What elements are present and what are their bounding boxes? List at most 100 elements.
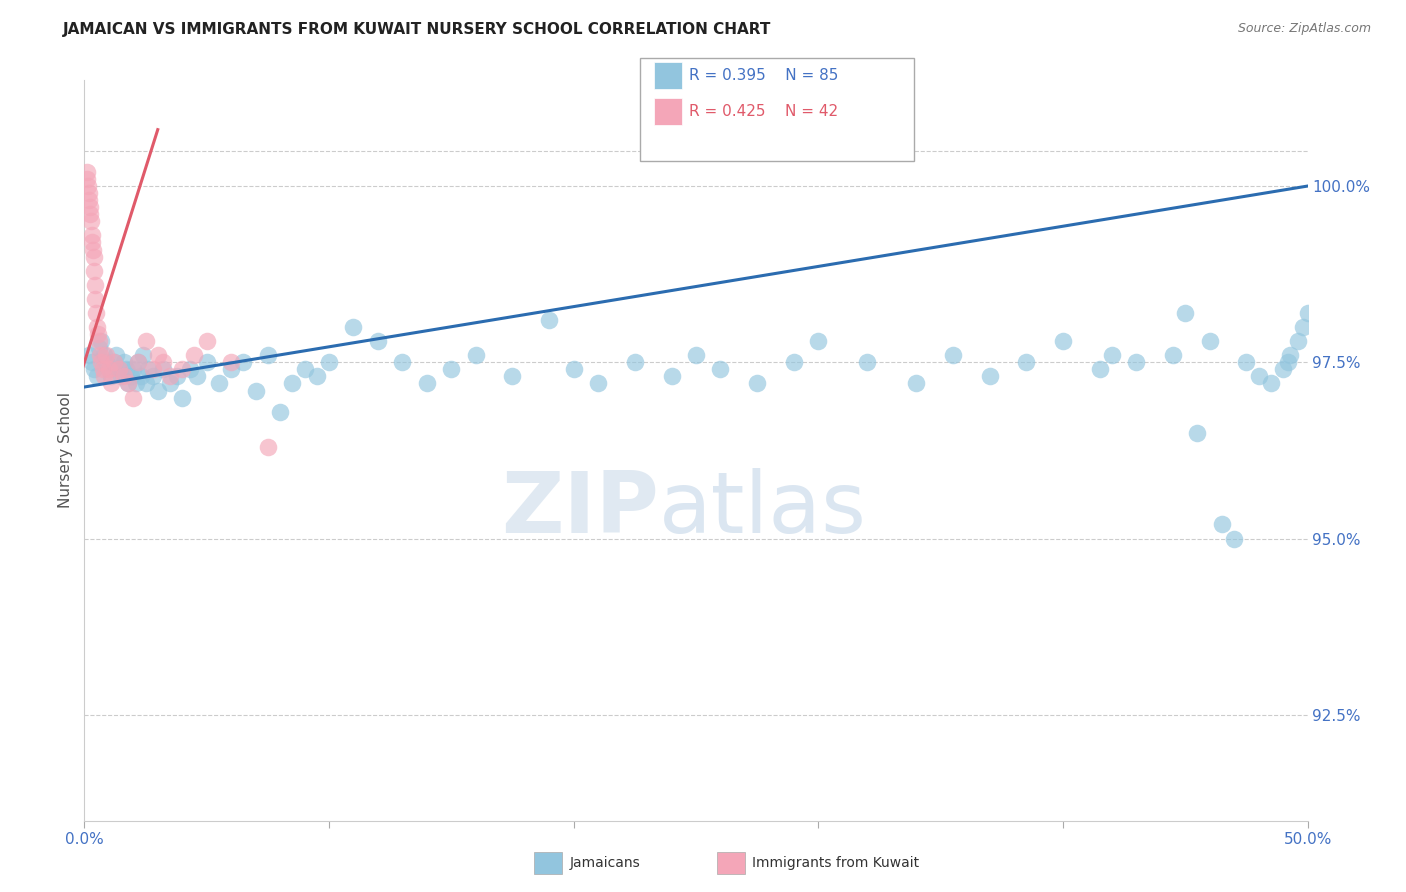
- Point: [172, 391, 194, 405]
- Point: [1101, 348, 1123, 362]
- Point: [77, 179, 100, 194]
- Text: Immigrants from Kuwait: Immigrants from Kuwait: [752, 856, 920, 871]
- Point: [127, 355, 149, 369]
- Point: [90, 355, 112, 369]
- Text: atlas: atlas: [659, 468, 868, 551]
- Point: [294, 362, 316, 376]
- Point: [82, 243, 104, 257]
- Point: [166, 369, 188, 384]
- Point: [195, 355, 218, 369]
- Point: [112, 355, 135, 369]
- Point: [135, 334, 157, 348]
- Point: [1015, 355, 1038, 369]
- Point: [117, 376, 139, 391]
- Point: [586, 376, 609, 391]
- Point: [96, 348, 118, 362]
- Point: [416, 376, 439, 391]
- Point: [83, 263, 105, 277]
- Point: [1277, 355, 1299, 369]
- Point: [80, 355, 103, 369]
- Point: [84, 292, 107, 306]
- Point: [1223, 532, 1246, 546]
- Point: [83, 362, 105, 376]
- Point: [87, 341, 110, 355]
- Point: [80, 214, 103, 228]
- Point: [1296, 306, 1319, 320]
- Point: [159, 376, 181, 391]
- Point: [82, 235, 104, 250]
- Point: [1286, 334, 1309, 348]
- Point: [135, 376, 157, 391]
- Point: [107, 362, 129, 376]
- Text: ZIP: ZIP: [502, 468, 659, 551]
- Point: [146, 348, 169, 362]
- Point: [562, 362, 585, 376]
- Point: [152, 362, 174, 376]
- Point: [367, 334, 389, 348]
- Point: [245, 384, 267, 398]
- Point: [1292, 320, 1315, 334]
- Point: [146, 384, 169, 398]
- Point: [120, 369, 142, 384]
- Point: [172, 362, 194, 376]
- Point: [257, 348, 280, 362]
- Point: [1247, 369, 1270, 384]
- Point: [269, 405, 291, 419]
- Point: [257, 440, 280, 454]
- Point: [179, 362, 201, 376]
- Point: [117, 376, 139, 391]
- Point: [100, 376, 122, 391]
- Point: [318, 355, 340, 369]
- Point: [1052, 334, 1074, 348]
- Point: [93, 348, 115, 362]
- Point: [685, 348, 707, 362]
- Point: [115, 362, 138, 376]
- Point: [807, 334, 830, 348]
- Point: [1125, 355, 1147, 369]
- Point: [856, 355, 879, 369]
- Point: [87, 327, 110, 342]
- Point: [87, 334, 110, 348]
- Point: [624, 355, 647, 369]
- Point: [86, 369, 108, 384]
- Point: [183, 348, 205, 362]
- Point: [122, 362, 145, 376]
- Point: [1279, 348, 1302, 362]
- Point: [152, 355, 174, 369]
- Point: [86, 320, 108, 334]
- Point: [84, 306, 107, 320]
- Point: [110, 369, 132, 384]
- Point: [942, 348, 965, 362]
- Point: [125, 376, 148, 391]
- Point: [219, 355, 242, 369]
- Point: [979, 369, 1001, 384]
- Point: [159, 369, 181, 384]
- Point: [100, 369, 122, 384]
- Point: [77, 193, 100, 207]
- Point: [77, 186, 100, 200]
- Point: [142, 369, 165, 384]
- Point: [195, 334, 218, 348]
- Point: [1088, 362, 1111, 376]
- Point: [281, 376, 304, 391]
- Point: [136, 362, 159, 376]
- Point: [93, 369, 115, 384]
- Point: [342, 320, 364, 334]
- Point: [142, 362, 165, 376]
- Point: [1272, 362, 1295, 376]
- Point: [112, 369, 135, 384]
- Point: [208, 376, 231, 391]
- Text: R = 0.395    N = 85: R = 0.395 N = 85: [689, 69, 838, 83]
- Point: [502, 369, 524, 384]
- Point: [96, 355, 118, 369]
- Point: [305, 369, 328, 384]
- Text: R = 0.425    N = 42: R = 0.425 N = 42: [689, 104, 838, 119]
- Point: [1236, 355, 1258, 369]
- Point: [440, 362, 463, 376]
- Point: [1198, 334, 1220, 348]
- Point: [76, 165, 98, 179]
- Point: [77, 348, 100, 362]
- Point: [747, 376, 769, 391]
- Point: [538, 313, 561, 327]
- Point: [232, 355, 254, 369]
